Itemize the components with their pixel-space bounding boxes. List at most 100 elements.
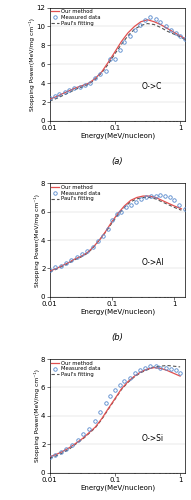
Our method (133, 373, 136, 379)
Measured data (178, 202, 180, 207)
Our method (107, 60, 109, 66)
Paul's fitting (142, 194, 144, 200)
Legend: Our method, Measured data, Paul's fitting: Our method, Measured data, Paul's fittin… (51, 8, 101, 26)
Paul's fitting (111, 220, 113, 226)
Our method (101, 69, 103, 75)
Our method (153, 18, 155, 24)
Our method (67, 260, 70, 266)
Paul's fitting (173, 204, 176, 210)
Measured data (173, 198, 176, 203)
Measured data (86, 248, 88, 254)
Paul's fitting (140, 370, 142, 376)
Paul's fitting (74, 86, 77, 92)
Our method (136, 194, 138, 200)
Measured data (179, 33, 181, 39)
Paul's fitting (166, 362, 168, 368)
Paul's fitting (133, 374, 136, 380)
Measured data (129, 374, 131, 380)
Measured data (159, 192, 162, 198)
Our method (172, 29, 175, 35)
Measured data (179, 370, 181, 376)
Paul's fitting (114, 51, 116, 57)
Our method (129, 198, 132, 203)
Our method (88, 80, 90, 86)
Measured data (58, 90, 60, 96)
Our method (180, 206, 183, 212)
Line: Measured data: Measured data (48, 15, 187, 100)
Paul's fitting (68, 90, 70, 96)
Text: (a): (a) (112, 157, 123, 166)
Measured data (82, 431, 85, 437)
Measured data (149, 14, 151, 20)
Our method (94, 76, 96, 82)
Measured data (81, 251, 83, 257)
Paul's fitting (167, 202, 169, 207)
Measured data (184, 206, 186, 212)
Text: O->Si: O->Si (142, 434, 164, 442)
Our method (159, 366, 162, 372)
Our method (114, 396, 116, 402)
Measured data (138, 368, 141, 374)
Paul's fitting (153, 22, 155, 28)
Our method (142, 193, 144, 199)
Our method (179, 33, 181, 39)
Measured data (54, 94, 56, 100)
Our method (146, 17, 149, 23)
Measured data (164, 24, 167, 30)
Paul's fitting (172, 363, 175, 369)
Paul's fitting (140, 22, 142, 28)
Paul's fitting (49, 456, 51, 462)
Measured data (170, 366, 172, 372)
Paul's fitting (98, 237, 101, 243)
Measured data (92, 244, 94, 250)
Measured data (64, 88, 66, 94)
Measured data (109, 393, 111, 399)
Our method (148, 193, 151, 199)
Measured data (159, 364, 162, 370)
Measured data (154, 16, 157, 22)
Measured data (133, 370, 136, 376)
Our method (133, 24, 136, 30)
Measured data (119, 47, 121, 53)
Paul's fitting (133, 26, 136, 32)
Measured data (97, 238, 99, 244)
Paul's fitting (127, 380, 129, 386)
Paul's fitting (101, 70, 103, 75)
Our method (172, 370, 175, 376)
Line: Our method: Our method (50, 196, 181, 271)
Measured data (123, 378, 125, 384)
Measured data (70, 257, 72, 263)
Measured data (99, 408, 102, 414)
Our method (49, 96, 51, 102)
Measured data (150, 193, 152, 199)
Paul's fitting (148, 194, 151, 200)
Measured data (49, 95, 51, 101)
Paul's fitting (81, 84, 84, 90)
Our method (56, 266, 58, 272)
Measured data (154, 193, 157, 199)
Paul's fitting (136, 196, 138, 202)
Our method (161, 198, 163, 203)
Measured data (59, 262, 62, 268)
Our method (74, 440, 77, 446)
Our method (68, 88, 70, 94)
Paul's fitting (94, 425, 96, 431)
Measured data (169, 194, 171, 200)
Measured data (138, 22, 141, 28)
Measured data (54, 452, 56, 458)
Measured data (144, 364, 146, 370)
Measured data (120, 208, 122, 214)
Our method (74, 85, 77, 91)
Measured data (123, 40, 125, 46)
Y-axis label: Stopping Power(MeV/mg cm⁻¹): Stopping Power(MeV/mg cm⁻¹) (34, 370, 40, 462)
Text: O->C: O->C (142, 82, 162, 91)
Our method (179, 373, 181, 379)
Paul's fitting (88, 430, 90, 436)
Our method (104, 228, 107, 234)
Measured data (125, 204, 127, 210)
Our method (56, 451, 58, 457)
Paul's fitting (56, 266, 58, 272)
Our method (56, 94, 58, 100)
Our method (94, 424, 96, 430)
Measured data (94, 76, 96, 82)
